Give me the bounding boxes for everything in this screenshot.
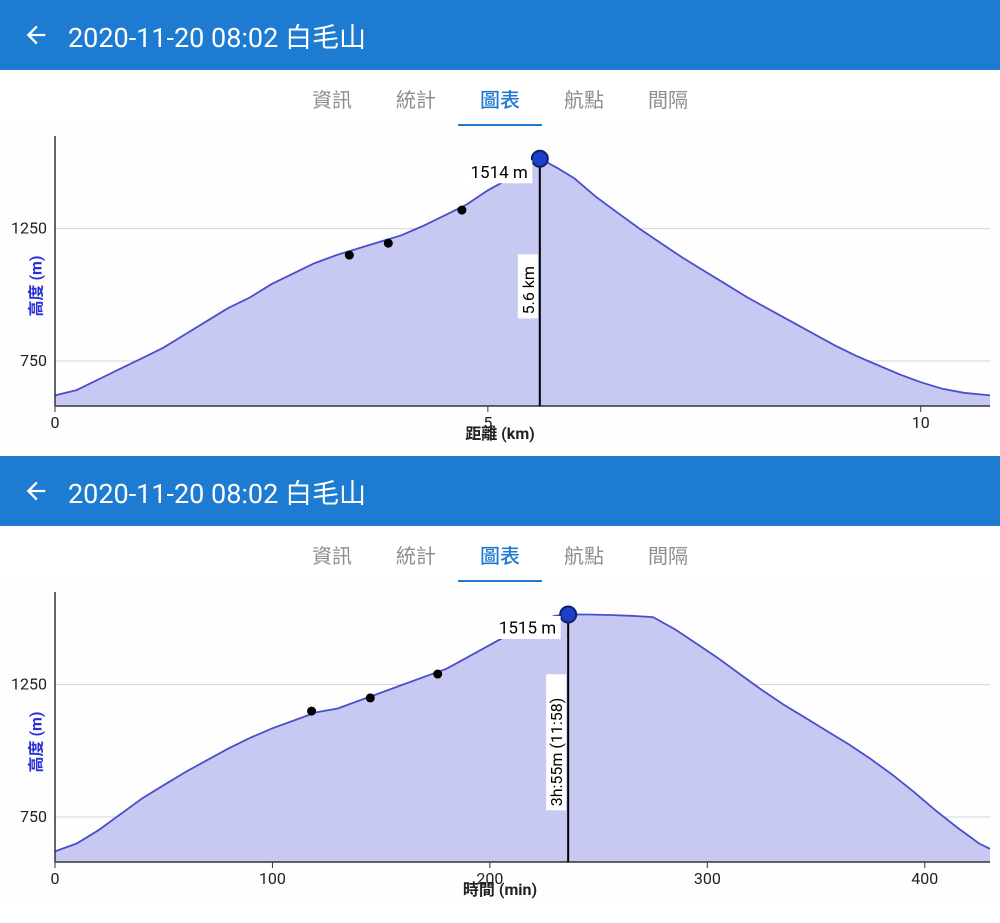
tab-bar: 資訊統計圖表航點間隔	[0, 526, 1000, 582]
tab-1[interactable]: 統計	[374, 72, 458, 128]
tab-4[interactable]: 間隔	[626, 72, 710, 128]
svg-text:5.6 km: 5.6 km	[519, 266, 538, 314]
svg-text:1250: 1250	[11, 219, 47, 238]
panel-time: 2020-11-20 08:02 白毛山 資訊統計圖表航點間隔 750 1250 0…	[0, 456, 1000, 902]
app-title: 2020-11-20 08:02 白毛山	[68, 472, 366, 511]
svg-text:10: 10	[912, 413, 930, 432]
elevation-time-chart[interactable]: 750125001002003004001515 m3h:55m (11:58)…	[0, 582, 1000, 902]
x-axis-label: 時間 (min)	[463, 876, 537, 900]
app-title: 2020-11-20 08:02 白毛山	[68, 16, 366, 55]
svg-text:400: 400	[911, 869, 938, 888]
tab-0[interactable]: 資訊	[290, 528, 374, 584]
panel-distance: 2020-11-20 08:02 白毛山 資訊統計圖表航點間隔 750 1250 0…	[0, 0, 1000, 446]
x-axis-label: 距離 (km)	[465, 420, 535, 444]
y-axis-label: 高度 (m)	[23, 255, 47, 316]
svg-text:1514 m: 1514 m	[470, 163, 527, 183]
svg-text:100: 100	[259, 869, 286, 888]
tab-3[interactable]: 航點	[542, 72, 626, 128]
svg-text:300: 300	[694, 869, 721, 888]
tab-3[interactable]: 航點	[542, 528, 626, 584]
tab-1[interactable]: 統計	[374, 528, 458, 584]
app-header: 2020-11-20 08:02 白毛山	[0, 456, 1000, 526]
svg-text:0: 0	[51, 413, 60, 432]
svg-text:1515 m: 1515 m	[499, 619, 556, 639]
y-axis-label: 高度 (m)	[23, 711, 47, 772]
back-button[interactable]	[14, 13, 58, 57]
svg-text:1250: 1250	[11, 675, 47, 694]
arrow-left-icon	[22, 477, 50, 505]
app-header: 2020-11-20 08:02 白毛山	[0, 0, 1000, 70]
svg-text:750: 750	[20, 807, 47, 826]
svg-text:3h:55m (11:58): 3h:55m (11:58)	[547, 698, 566, 807]
tab-0[interactable]: 資訊	[290, 72, 374, 128]
back-button[interactable]	[14, 469, 58, 513]
svg-text:0: 0	[51, 869, 60, 888]
elevation-distance-chart[interactable]: 750125005101514 m5.6 km高度 (m)距離 (km)	[0, 126, 1000, 446]
tab-bar: 資訊統計圖表航點間隔	[0, 70, 1000, 126]
tab-4[interactable]: 間隔	[626, 528, 710, 584]
arrow-left-icon	[22, 21, 50, 49]
tab-2[interactable]: 圖表	[458, 528, 542, 584]
tab-2[interactable]: 圖表	[458, 72, 542, 128]
svg-text:750: 750	[20, 351, 47, 370]
